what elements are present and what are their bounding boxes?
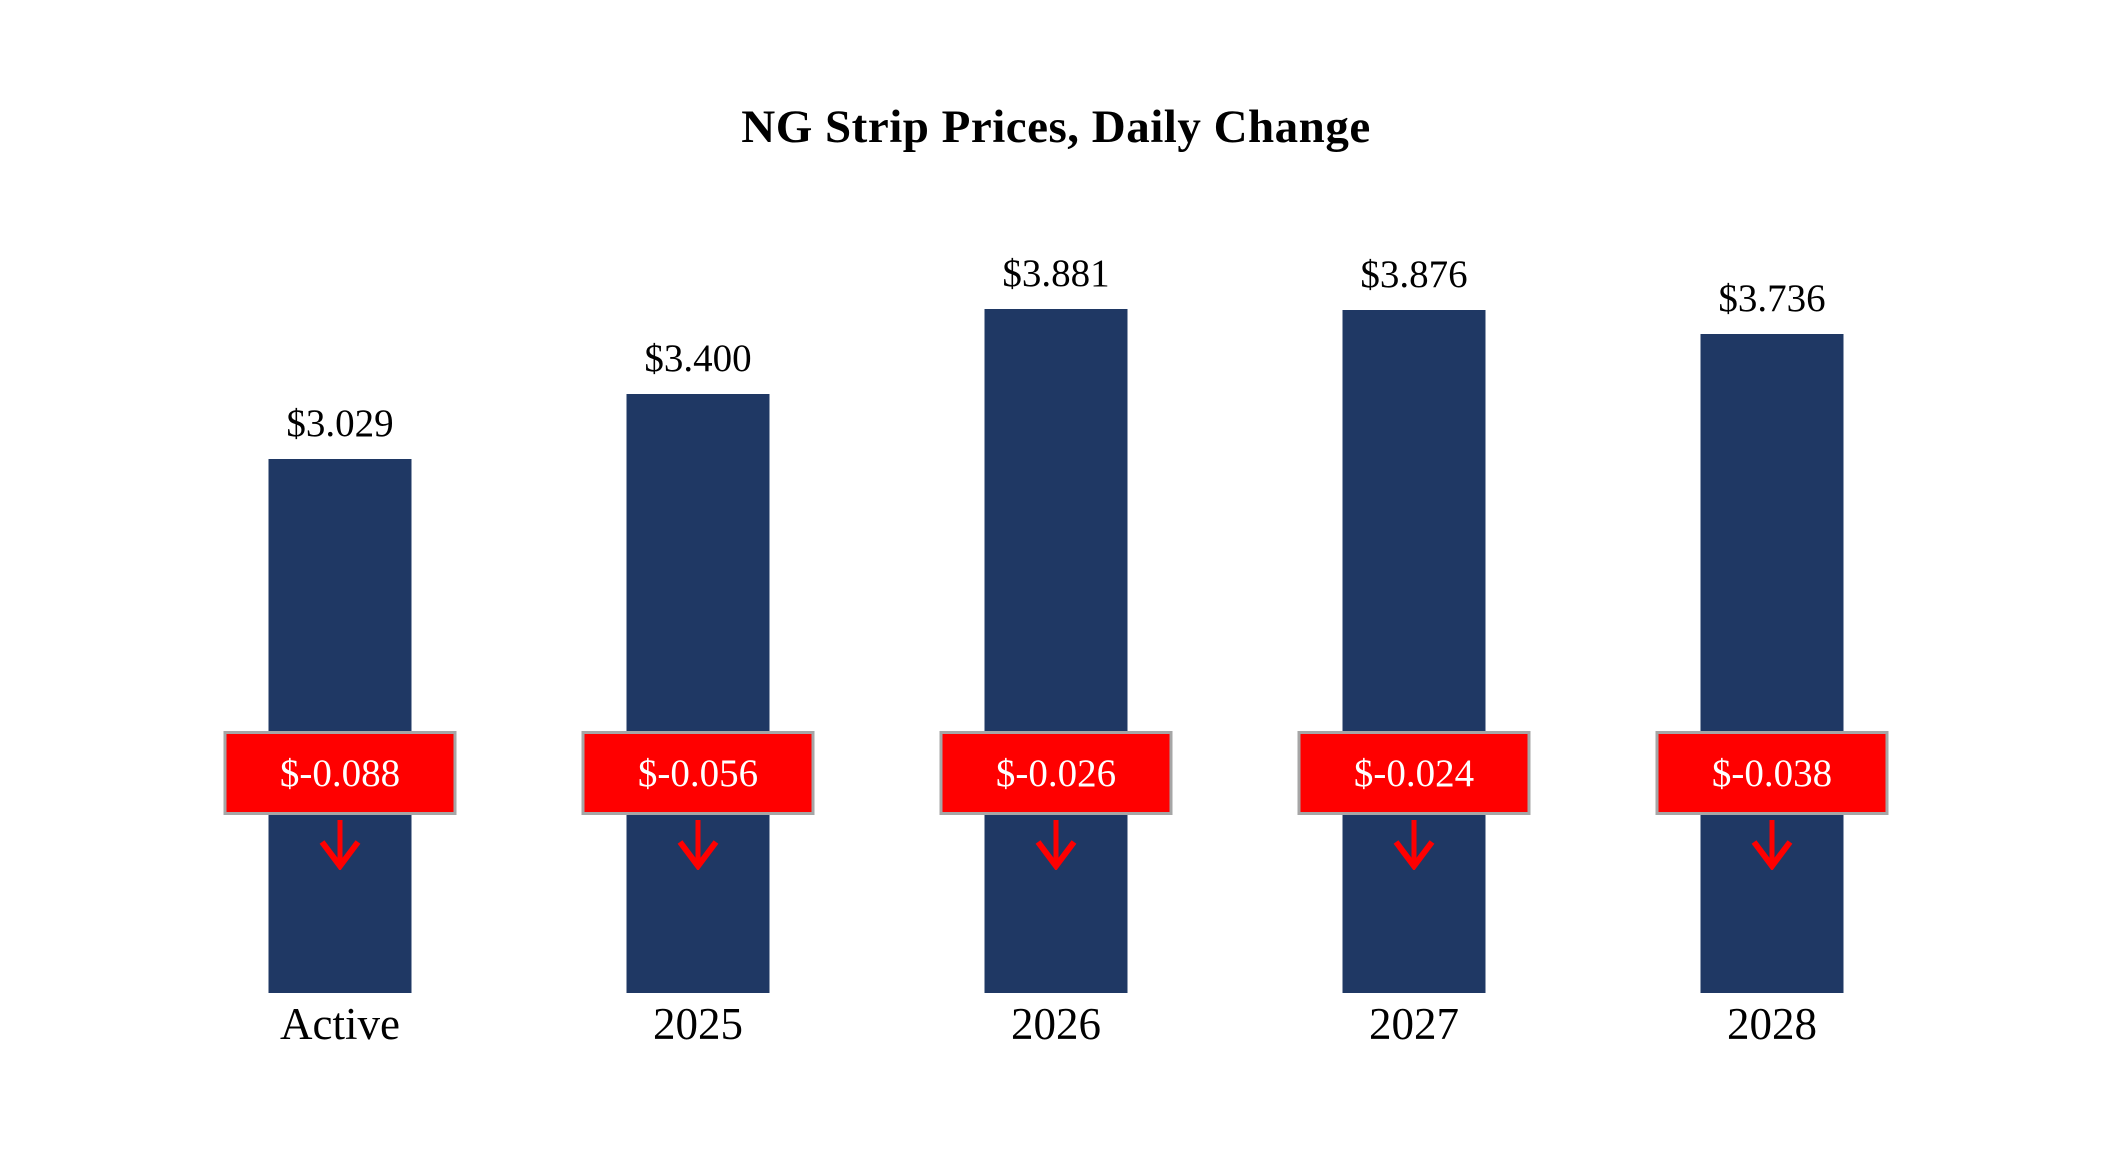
change-badge: $-0.026: [939, 731, 1173, 815]
category-label: 2025: [653, 999, 743, 1049]
bar-chart: $3.029 $-0.088 Active $3.400 $-0.056 202…: [161, 0, 1951, 1047]
down-arrow-icon: [1035, 820, 1077, 870]
price-bar: [1342, 310, 1486, 993]
price-bar: [268, 459, 412, 993]
down-arrow-icon: [1751, 820, 1793, 870]
price-bar: [626, 394, 770, 993]
chart-column: $3.881 $-0.026 2026: [877, 0, 1235, 1047]
price-label: $3.736: [1718, 277, 1826, 320]
price-bar: [1700, 334, 1844, 993]
chart-column: $3.876 $-0.024 2027: [1235, 0, 1593, 1047]
category-label: Active: [280, 999, 400, 1049]
chart-column: $3.736 $-0.038 2028: [1593, 0, 1951, 1047]
change-label: $-0.024: [1353, 751, 1475, 795]
change-label: $-0.056: [637, 751, 759, 795]
price-label: $3.881: [1002, 252, 1110, 295]
change-badge: $-0.038: [1655, 731, 1889, 815]
change-badge: $-0.056: [581, 731, 815, 815]
price-label: $3.400: [644, 337, 752, 380]
change-label: $-0.026: [995, 751, 1117, 795]
change-badge: $-0.024: [1297, 731, 1531, 815]
category-label: 2028: [1727, 999, 1817, 1049]
price-bar: [984, 309, 1128, 993]
price-label: $3.029: [286, 402, 394, 445]
chart-column: $3.029 $-0.088 Active: [161, 0, 519, 1047]
down-arrow-icon: [319, 820, 361, 870]
down-arrow-icon: [1393, 820, 1435, 870]
chart-column: $3.400 $-0.056 2025: [519, 0, 877, 1047]
chart-title: NG Strip Prices, Daily Change: [741, 101, 1371, 153]
change-badge: $-0.088: [223, 731, 457, 815]
change-label: $-0.038: [1711, 751, 1833, 795]
category-label: 2026: [1011, 999, 1101, 1049]
price-label: $3.876: [1360, 253, 1468, 296]
down-arrow-icon: [677, 820, 719, 870]
category-label: 2027: [1369, 999, 1459, 1049]
change-label: $-0.088: [279, 751, 401, 795]
